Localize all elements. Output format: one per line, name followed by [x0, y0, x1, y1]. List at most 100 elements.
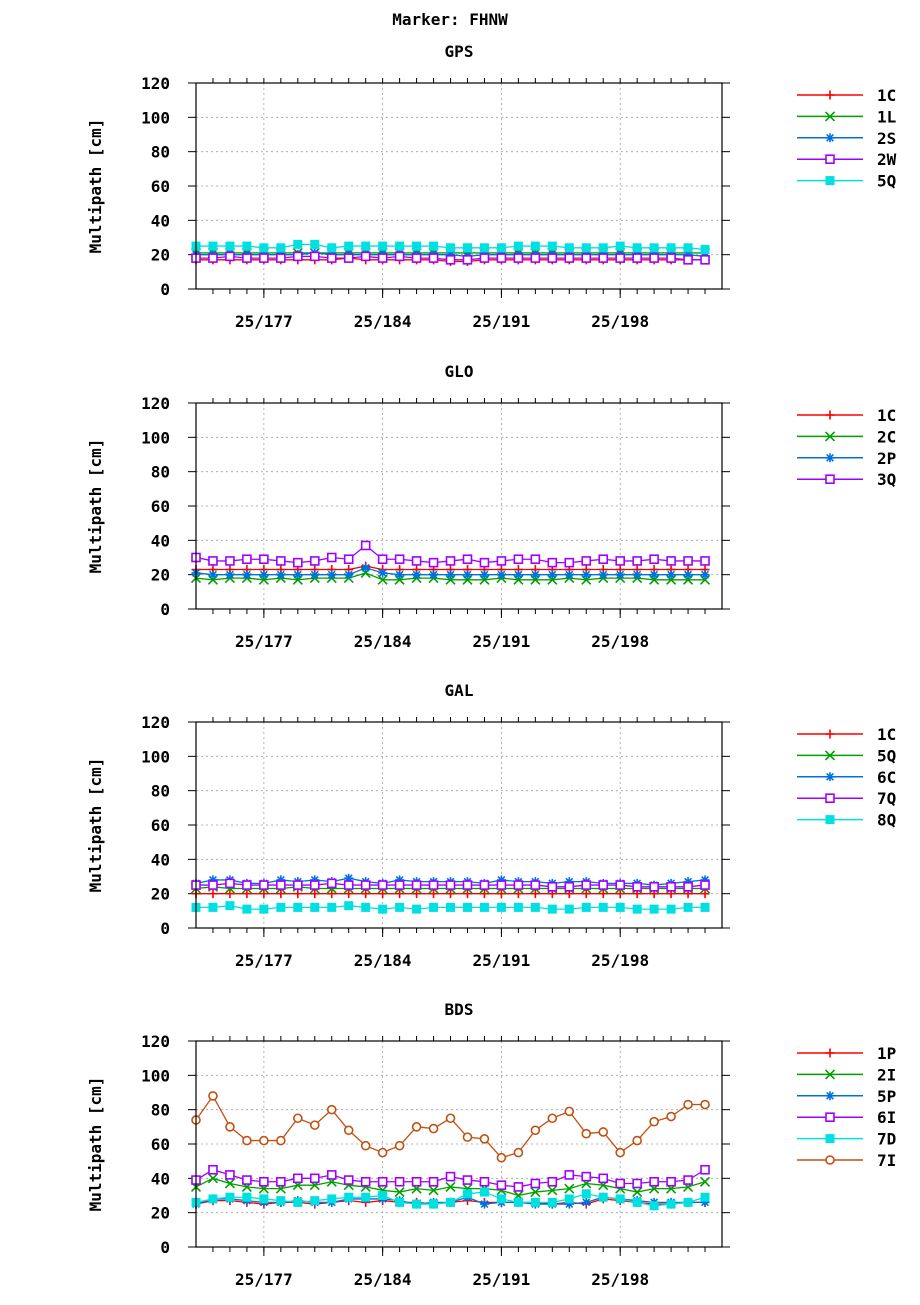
data-point — [343, 1125, 354, 1136]
data-point — [824, 1069, 836, 1080]
data-point — [496, 1180, 507, 1190]
x-tick-label: 25/184 — [354, 312, 412, 331]
y-tick-label: 40 — [151, 211, 170, 230]
data-point — [825, 474, 835, 485]
data-point — [513, 1182, 524, 1192]
data-point — [649, 1201, 659, 1211]
data-point — [462, 889, 472, 899]
data-point — [343, 1175, 354, 1185]
data-point — [208, 902, 218, 912]
data-point — [276, 902, 286, 912]
data-point — [276, 889, 286, 899]
data-point — [377, 574, 388, 585]
data-point — [825, 729, 835, 739]
data-point — [564, 877, 574, 887]
data-point — [361, 902, 371, 912]
data-point — [700, 889, 710, 899]
data-point — [479, 557, 490, 568]
data-point — [824, 431, 836, 442]
data-point — [361, 563, 371, 573]
y-tick-label: 60 — [151, 177, 170, 196]
data-point — [581, 889, 591, 899]
data-point — [378, 1191, 388, 1200]
legend-label: 2I — [877, 1065, 896, 1084]
legend-entry-3Q: 3Q — [797, 470, 896, 489]
data-point — [327, 902, 337, 912]
data-point — [825, 133, 835, 143]
data-point — [428, 1123, 439, 1134]
data-point — [825, 453, 835, 463]
data-point — [428, 1185, 439, 1196]
data-point — [360, 1140, 371, 1151]
data-point — [683, 1099, 693, 1110]
data-point — [825, 1048, 835, 1058]
data-point — [598, 570, 608, 580]
y-tick-label: 20 — [151, 246, 170, 265]
data-point — [479, 1199, 489, 1209]
legend-label: 5Q — [877, 172, 896, 191]
data-point — [530, 902, 540, 912]
data-point — [825, 772, 835, 782]
data-point — [394, 1140, 405, 1151]
legend-entry-2W: 2W — [797, 150, 897, 169]
y-tick-label: 0 — [160, 280, 170, 299]
data-point — [446, 243, 456, 253]
data-point — [276, 556, 286, 566]
data-point — [412, 241, 422, 251]
data-point — [394, 880, 405, 890]
data-point — [310, 889, 320, 899]
data-point — [446, 1197, 456, 1207]
y-tick-label: 20 — [151, 566, 170, 585]
y-tick-label: 100 — [141, 108, 170, 127]
data-point — [208, 556, 218, 566]
data-point — [564, 1199, 574, 1209]
data-point — [462, 1132, 473, 1142]
data-point — [377, 1176, 388, 1187]
data-point — [699, 1176, 711, 1187]
data-point — [428, 880, 439, 890]
x-tick-label: 25/184 — [354, 951, 412, 970]
legend-label: 2S — [877, 129, 896, 148]
legend-label: 2C — [877, 427, 896, 446]
data-point — [564, 1183, 575, 1194]
data-point — [293, 889, 303, 899]
data-point — [598, 554, 609, 565]
x-tick-label: 25/184 — [354, 632, 412, 651]
data-point — [632, 556, 642, 566]
data-point — [395, 902, 405, 912]
data-point — [598, 253, 609, 263]
data-point — [581, 880, 592, 890]
legend-entry-8Q: 8Q — [797, 811, 896, 830]
y-tick-label: 80 — [151, 1101, 170, 1120]
data-point — [445, 255, 456, 265]
data-point — [615, 1194, 625, 1204]
x-tick-label: 25/191 — [473, 312, 531, 331]
data-point — [445, 1171, 456, 1182]
data-point — [649, 253, 659, 263]
data-point — [259, 889, 269, 899]
data-point — [496, 902, 506, 912]
data-point — [429, 902, 439, 912]
data-point — [825, 176, 835, 186]
data-point — [276, 570, 286, 580]
data-point — [479, 880, 490, 890]
data-point — [326, 1104, 337, 1115]
y-tick-label: 0 — [160, 919, 170, 938]
legend-entry-1C: 1C — [797, 406, 896, 425]
data-point — [825, 410, 835, 420]
data-point — [310, 570, 320, 580]
data-point — [581, 1171, 592, 1182]
data-point — [547, 557, 558, 568]
data-point — [377, 554, 388, 565]
legend-label: 5Q — [877, 746, 896, 765]
x-tick-label: 25/177 — [235, 632, 293, 651]
data-point — [276, 880, 286, 890]
legend-label: 7Q — [877, 789, 896, 808]
data-point — [225, 556, 235, 566]
legend-entry-1C: 1C — [797, 725, 896, 744]
legend-label: 7D — [877, 1130, 896, 1149]
data-point — [649, 1176, 659, 1187]
data-point — [564, 881, 575, 892]
data-point — [360, 540, 371, 551]
data-point — [564, 253, 575, 263]
